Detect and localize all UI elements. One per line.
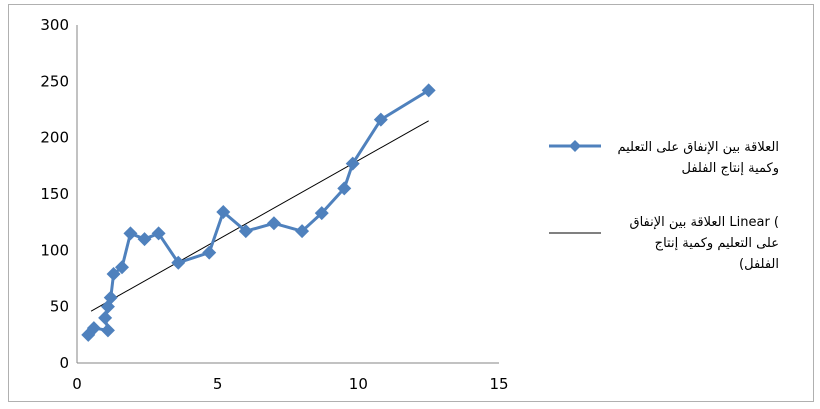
y-tick-label-2: 100	[40, 241, 69, 259]
data-point-17	[314, 206, 329, 221]
data-point-16	[295, 224, 310, 239]
data-point-5	[103, 290, 118, 305]
series-layer	[81, 83, 436, 342]
y-tick-label-0: 0	[59, 354, 69, 372]
legend-series-label-line-1: وكمية إنتاج الفلفل	[681, 161, 779, 176]
data-point-13	[216, 205, 231, 220]
data-point-2	[100, 323, 115, 338]
data-point-1	[86, 321, 101, 336]
data-point-18	[337, 181, 352, 196]
x-tick-labels: 0 5 10 15	[72, 375, 508, 393]
y-tick-label-6: 300	[40, 16, 69, 34]
data-point-19	[345, 156, 360, 171]
data-point-10	[151, 226, 166, 241]
legend-trendline-label-line-2: (الفلفل	[739, 257, 779, 272]
x-tick-label-0: 0	[72, 375, 82, 393]
y-tick-label-5: 250	[40, 72, 69, 90]
data-point-8	[123, 226, 138, 241]
data-point-9	[137, 232, 152, 247]
legend-trendline-label-line-1: على التعليم وكمية إنتاج	[655, 236, 779, 251]
data-point-3	[98, 310, 113, 325]
scatter-chart: 0 50 100 150 200 250 300 0 5 10 15 العلاقة بين ال…	[40, 16, 779, 393]
y-tick-labels: 0 50 100 150 200 250 300	[40, 16, 69, 372]
data-point-15	[266, 216, 281, 231]
x-tick-label-3: 15	[489, 375, 508, 393]
x-tick-label-1: 5	[213, 375, 223, 393]
data-point-14	[238, 224, 253, 239]
data-point-6	[106, 266, 121, 281]
trendline-layer	[90, 120, 429, 312]
axes	[76, 25, 499, 364]
x-tick-label-2: 10	[349, 375, 368, 393]
data-point-20	[373, 112, 388, 127]
chart-frame: 0 50 100 150 200 250 300 0 5 10 15 العلاقة بين ال…	[8, 4, 814, 402]
y-tick-label-4: 200	[40, 129, 69, 147]
y-tick-label-1: 50	[50, 298, 69, 316]
legend-series-label-line-0: العلاقة بين الإنفاق على التعليم	[617, 140, 779, 155]
legend-trendline-label-line-0: العلاقة بين الإنفاق Linear (	[629, 215, 779, 230]
legend: العلاقة بين الإنفاق على التعليم وكمية إنت…	[549, 140, 779, 272]
data-point-7	[115, 260, 130, 275]
data-point-12	[202, 245, 217, 260]
series-line	[87, 89, 430, 336]
data-point-21	[421, 83, 436, 98]
linear-trendline	[90, 120, 429, 312]
y-tick-label-3: 150	[40, 185, 69, 203]
legend-series-marker	[569, 140, 581, 152]
